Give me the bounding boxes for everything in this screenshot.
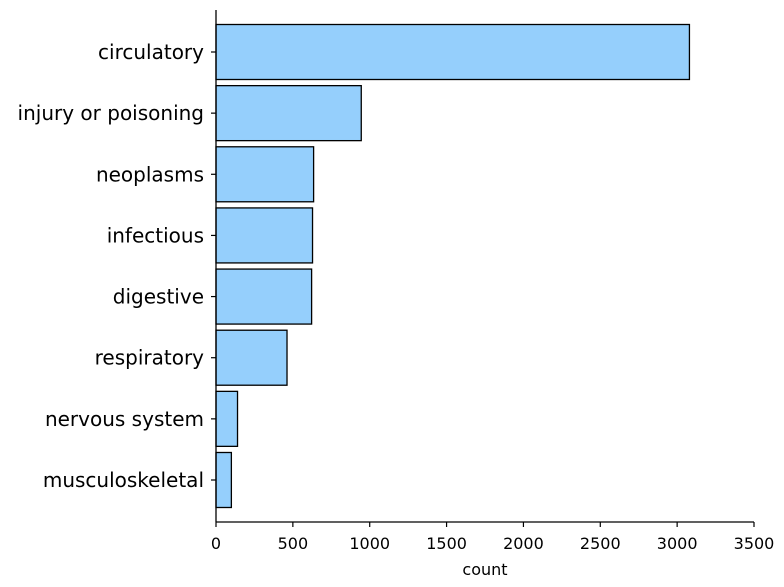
bar-digestive [215,268,313,325]
category-label: nervous system [45,407,204,431]
category-labels: circulatory injury or poisoning neoplasms i… [18,40,216,492]
category-label: digestive [113,285,204,309]
bar-neoplasms [215,146,315,203]
category-label: infectious [107,223,204,247]
category-label: neoplasms [96,162,204,186]
x-tick-label: 500 [278,534,309,553]
x-tick-label: 2500 [580,534,621,553]
bars-group [215,23,691,509]
bar-infectious [215,207,314,264]
category-label: respiratory [95,346,205,370]
bar-musculoskeletal [215,451,233,509]
x-tick-label: 1000 [349,534,390,553]
x-tick-label: 3000 [657,534,698,553]
x-tick-label: 3500 [734,534,775,553]
x-tick-label: 0 [211,534,221,553]
category-label: injury or poisoning [18,101,204,125]
bar-nervous-system [215,390,239,448]
bar-circulatory [215,23,691,81]
x-axis-title: count [462,560,507,579]
x-tick-label: 2000 [503,534,544,553]
x-ticks: 0 500 1000 1500 2000 2500 3000 3500 [211,522,774,553]
bar-injury-or-poisoning [215,84,362,142]
x-tick-label: 1500 [426,534,467,553]
category-label: circulatory [98,40,204,64]
bar-respiratory [215,329,288,386]
category-label: musculoskeletal [43,468,204,492]
